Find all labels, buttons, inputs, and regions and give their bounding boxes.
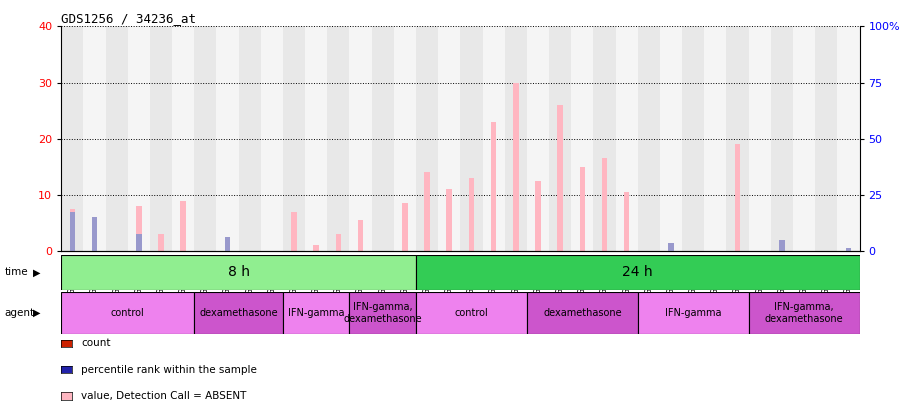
Bar <box>180 200 186 251</box>
Bar <box>572 26 593 251</box>
Bar <box>349 292 416 334</box>
Bar <box>438 26 461 251</box>
Bar <box>283 26 305 251</box>
Bar <box>638 26 660 251</box>
Text: GDS1256 / 34236_at: GDS1256 / 34236_at <box>61 12 196 25</box>
Bar <box>557 105 562 251</box>
Bar <box>779 240 785 251</box>
Bar <box>424 173 430 251</box>
Bar <box>61 292 194 334</box>
Bar <box>150 26 172 251</box>
Text: IFN-gamma: IFN-gamma <box>665 308 722 318</box>
Text: time: time <box>4 267 28 277</box>
Text: agent: agent <box>4 308 34 318</box>
Bar <box>726 26 749 251</box>
Text: IFN-gamma: IFN-gamma <box>288 308 345 318</box>
Text: ▶: ▶ <box>33 308 40 318</box>
Bar <box>225 237 230 251</box>
Bar <box>402 203 408 251</box>
Bar <box>505 26 526 251</box>
Bar <box>734 144 741 251</box>
Bar <box>770 26 793 251</box>
Bar <box>749 292 860 334</box>
Bar <box>526 26 549 251</box>
Bar <box>602 158 608 251</box>
Bar <box>469 178 474 251</box>
Bar <box>526 292 638 334</box>
Bar <box>394 26 416 251</box>
Bar <box>638 292 749 334</box>
Bar <box>328 26 349 251</box>
Bar <box>158 234 164 251</box>
Bar <box>837 26 859 251</box>
Bar <box>660 26 682 251</box>
Bar <box>69 212 75 251</box>
Bar <box>372 26 394 251</box>
Bar <box>194 26 216 251</box>
Bar <box>536 181 541 251</box>
Text: percentile rank within the sample: percentile rank within the sample <box>81 365 256 375</box>
Bar <box>136 206 141 251</box>
Bar <box>446 189 452 251</box>
Bar <box>513 83 518 251</box>
Bar <box>69 209 75 251</box>
Bar <box>846 248 851 251</box>
Bar <box>283 292 349 334</box>
Bar <box>793 26 815 251</box>
Bar <box>313 245 319 251</box>
Text: IFN-gamma,
dexamethasone: IFN-gamma, dexamethasone <box>344 302 422 324</box>
Bar <box>491 122 497 251</box>
Text: control: control <box>454 308 489 318</box>
Bar <box>61 255 416 290</box>
Text: dexamethasone: dexamethasone <box>543 308 622 318</box>
Bar <box>105 26 128 251</box>
Bar <box>61 26 84 251</box>
Bar <box>416 26 438 251</box>
Bar <box>593 26 616 251</box>
Text: 8 h: 8 h <box>228 265 249 279</box>
Bar <box>238 26 261 251</box>
Bar <box>128 26 150 251</box>
Bar <box>416 292 526 334</box>
Bar <box>336 234 341 251</box>
Bar <box>305 26 328 251</box>
Bar <box>84 26 105 251</box>
Bar <box>580 167 585 251</box>
Bar <box>216 26 239 251</box>
Bar <box>358 220 364 251</box>
Bar <box>616 26 638 251</box>
Bar <box>172 26 194 251</box>
Bar <box>136 234 141 251</box>
Bar <box>461 26 482 251</box>
Bar <box>749 26 770 251</box>
Bar <box>624 192 629 251</box>
Bar <box>815 26 837 251</box>
Text: 24 h: 24 h <box>623 265 653 279</box>
Text: value, Detection Call = ABSENT: value, Detection Call = ABSENT <box>81 391 247 401</box>
Bar <box>416 255 860 290</box>
Bar <box>261 26 283 251</box>
Bar <box>349 26 372 251</box>
Text: IFN-gamma,
dexamethasone: IFN-gamma, dexamethasone <box>765 302 843 324</box>
Bar <box>92 217 97 251</box>
Text: count: count <box>81 339 111 348</box>
Bar <box>779 243 785 251</box>
Bar <box>668 243 674 251</box>
Text: dexamethasone: dexamethasone <box>199 308 278 318</box>
Bar <box>225 237 230 251</box>
Bar <box>482 26 505 251</box>
Bar <box>194 292 283 334</box>
Bar <box>292 212 297 251</box>
Text: ▶: ▶ <box>33 267 40 277</box>
Bar <box>682 26 705 251</box>
Bar <box>705 26 726 251</box>
Bar <box>549 26 572 251</box>
Text: control: control <box>111 308 145 318</box>
